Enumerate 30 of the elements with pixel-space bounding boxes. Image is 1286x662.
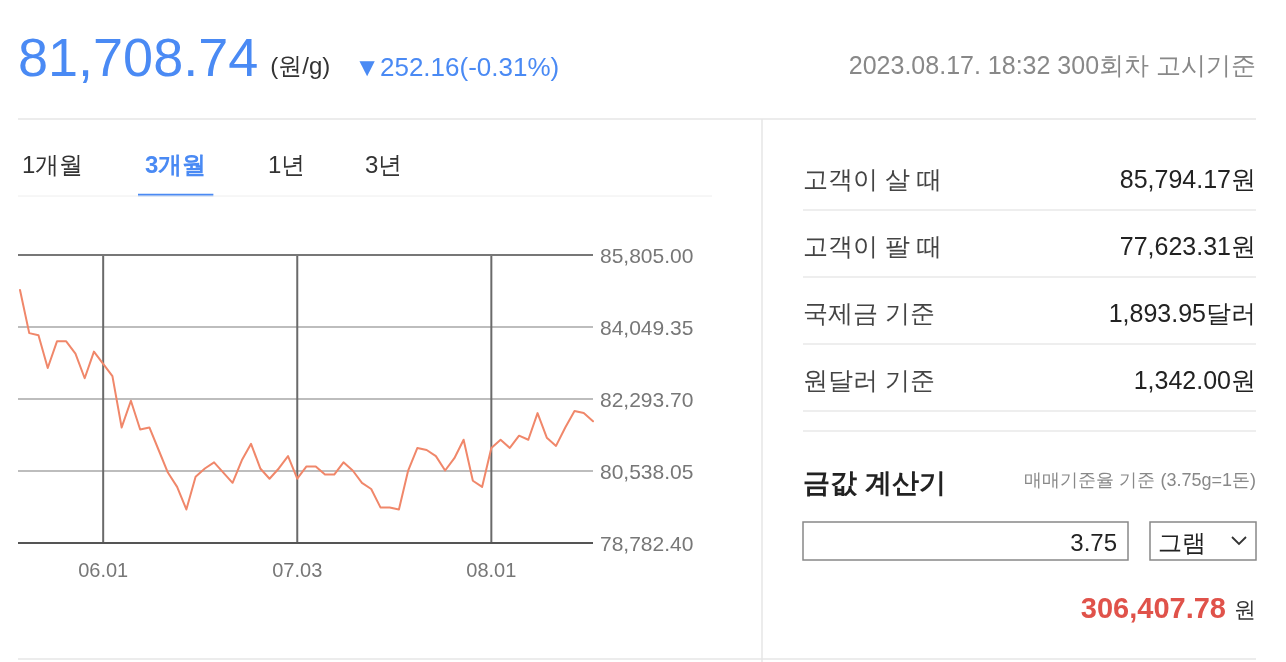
y-tick-label: 82,293.70 bbox=[600, 388, 694, 411]
text: ▼252.16(-0.31%) bbox=[354, 52, 560, 82]
text: 국제금 기준 bbox=[803, 299, 935, 327]
text: 3개월 bbox=[145, 151, 207, 178]
text: 85,794.17원 bbox=[1119, 165, 1256, 193]
y-tick-label: 80,538.05 bbox=[600, 460, 694, 483]
y-tick-label: 84,049.35 bbox=[600, 316, 694, 339]
text: 그램 bbox=[1158, 529, 1206, 556]
chart-title: 81,708.74 bbox=[18, 27, 259, 87]
text: 306,407.78 bbox=[1080, 592, 1226, 624]
x-tick-label: 08.01 bbox=[466, 559, 517, 581]
y-tick-label: 85,805.00 bbox=[600, 244, 694, 267]
text: 1년 bbox=[268, 151, 306, 178]
text: 3.75 bbox=[1070, 529, 1117, 556]
x-tick-label: 06.01 bbox=[78, 559, 129, 581]
text: 고객이 팔 때 bbox=[803, 232, 942, 260]
text: 원 bbox=[1234, 597, 1256, 622]
text: 3년 bbox=[365, 151, 403, 178]
y-tick-label: 78,782.40 bbox=[600, 532, 694, 555]
text: 매매기준율 기준 (3.75g=1돈) bbox=[1024, 470, 1256, 490]
text: 금값 계산기 bbox=[803, 468, 946, 498]
text: 고객이 살 때 bbox=[803, 165, 942, 193]
text: 1,893.95달러 bbox=[1108, 299, 1256, 327]
text: 원달러 기준 bbox=[803, 366, 935, 394]
text: 1,342.00원 bbox=[1133, 366, 1256, 394]
text: 1개월 bbox=[22, 151, 84, 178]
text: 2023.08.17. 18:32 300회차 고시기준 bbox=[848, 51, 1256, 79]
text: 77,623.31원 bbox=[1119, 232, 1256, 260]
chart-subtitle: (원/g) bbox=[270, 52, 331, 79]
x-tick-label: 07.03 bbox=[272, 559, 323, 581]
